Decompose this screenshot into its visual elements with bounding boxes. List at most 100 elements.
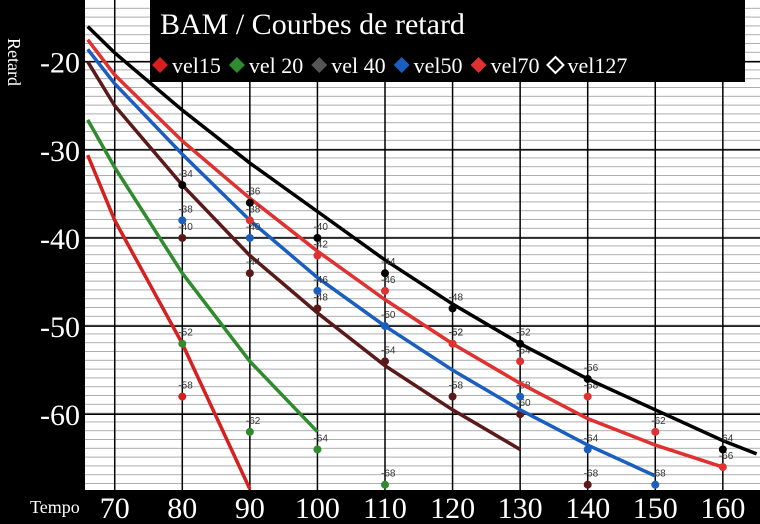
legend-label: vel15: [172, 53, 221, 78]
data-label: -54: [381, 345, 396, 356]
legend-item: vel70: [470, 53, 540, 78]
y-tick-label: -40: [40, 223, 80, 256]
data-point: [313, 304, 322, 313]
data-point: [245, 427, 254, 436]
legend-label: vel 40: [331, 53, 385, 78]
data-label: -44: [381, 257, 396, 268]
data-label: -50: [381, 310, 396, 321]
series-line: [86, 60, 522, 451]
series-line: [86, 154, 252, 490]
series-line: [86, 25, 758, 456]
y-tick-label: -30: [40, 135, 80, 168]
data-point: [178, 216, 187, 225]
data-point: [381, 322, 389, 331]
legend-marker: [470, 57, 487, 73]
legend-item: vel 40: [311, 53, 386, 78]
x-tick-label: 110: [363, 492, 407, 524]
data-label: -66: [719, 451, 734, 462]
data-point: [718, 463, 727, 472]
data-point: [178, 339, 187, 348]
data-point: [178, 233, 187, 242]
data-label: -56: [584, 363, 599, 374]
data-label: -62: [651, 416, 666, 427]
data-label: -62: [246, 416, 261, 427]
chart-title: BAM / Courbes de retard: [160, 8, 465, 41]
data-point: [178, 181, 187, 190]
x-tick-label: 100: [295, 492, 340, 524]
x-tick-label: 120: [430, 492, 475, 524]
data-label: -52: [178, 328, 193, 339]
data-label: -40: [313, 222, 328, 233]
data-label: -54: [516, 345, 531, 356]
legend-label: vel70: [491, 53, 540, 78]
data-label: -44: [246, 257, 261, 268]
legend-label: vel 20: [249, 53, 303, 78]
series-line: [86, 118, 319, 434]
x-tick-label: 160: [700, 492, 745, 524]
data-point: [178, 392, 187, 401]
data-point: [245, 198, 254, 207]
legend-item: vel 20: [228, 53, 303, 78]
series-line: [86, 38, 724, 469]
x-tick-label: 90: [235, 492, 265, 524]
data-point: [245, 216, 254, 225]
data-point: [583, 445, 592, 454]
data-point: [313, 286, 322, 295]
data-label: -64: [719, 433, 734, 444]
legend-item: vel50: [393, 53, 463, 78]
data-label: -58: [584, 381, 599, 392]
data-point: [381, 357, 389, 366]
y-tick-label: -50: [40, 311, 80, 344]
legend-box: [150, 0, 745, 82]
data-point: [583, 392, 592, 401]
data-label: -46: [313, 275, 328, 286]
data-point: [245, 233, 254, 242]
data-point: [516, 357, 525, 366]
legend-marker: [311, 57, 328, 73]
data-point: [651, 427, 660, 436]
data-label: -60: [516, 398, 531, 409]
legend-marker: [546, 55, 565, 75]
data-point: [651, 480, 660, 489]
data-point: [516, 392, 525, 401]
data-label: -40: [178, 222, 193, 233]
data-label: -46: [381, 275, 396, 286]
data-point: [718, 445, 727, 454]
legend-label: vel127: [567, 53, 627, 78]
data-point: [381, 286, 389, 295]
data-point: [381, 480, 389, 489]
data-label: -68: [584, 469, 599, 480]
data-label: -48: [449, 292, 464, 303]
x-tick-label: 150: [633, 492, 678, 524]
legend-marker: [152, 57, 168, 73]
data-label: -64: [313, 433, 328, 444]
legend-item: vel127: [546, 53, 627, 78]
data-label: -58: [178, 381, 193, 392]
y-tick-label: -20: [40, 47, 80, 80]
data-label: -36: [246, 187, 261, 198]
data-label: -42: [313, 240, 328, 251]
legend-item: vel15: [152, 53, 221, 78]
y-axis-label: Retard: [4, 38, 24, 86]
data-point: [448, 339, 457, 348]
data-label: -68: [381, 469, 396, 480]
data-label: -52: [516, 328, 531, 339]
data-point: [448, 304, 457, 313]
data-label: -58: [449, 381, 464, 392]
data-label: -52: [449, 328, 464, 339]
x-tick-label: 70: [100, 492, 130, 524]
data-point: [313, 251, 322, 260]
data-label: -40: [246, 222, 261, 233]
data-point: [313, 445, 322, 454]
data-label: -38: [246, 204, 261, 215]
data-label: -64: [584, 433, 599, 444]
data-point: [583, 480, 592, 489]
legend-marker: [393, 57, 410, 73]
series-line: [86, 48, 656, 478]
data-point: [381, 269, 389, 278]
data-point: [245, 269, 254, 278]
data-label: -48: [313, 292, 328, 303]
legend-label: vel50: [414, 53, 463, 78]
x-axis-label: Tempo: [30, 497, 80, 517]
